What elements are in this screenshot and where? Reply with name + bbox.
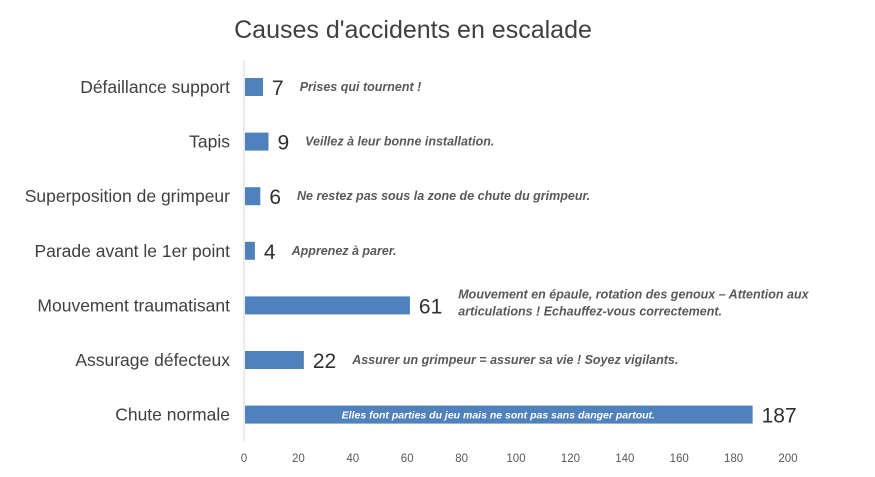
bar-annotation-line: Mouvement en épaule, rotation des genoux… [458,287,809,301]
x-tick-label: 20 [292,453,305,465]
x-tick-label: 60 [401,453,414,465]
category-label: Chute normale [115,405,230,425]
x-tick-label: 160 [670,453,689,465]
data-label: 7 [272,77,284,100]
bar-annotation: Prises qui tournent ! [300,80,422,94]
bar [245,296,410,315]
x-tick-label: 200 [778,453,797,465]
data-label: 22 [313,350,336,373]
chart-title: Causes d'accidents en escalade [234,16,592,44]
category-label: Mouvement traumatisant [37,295,230,315]
bar-annotation: Assurer un grimpeur = assurer sa vie ! S… [351,353,678,367]
data-label: 4 [264,241,276,264]
data-label: 6 [269,186,281,209]
bar [245,351,304,369]
bar-annotation: Apprenez à parer. [291,244,397,258]
x-tick-label: 80 [455,453,468,465]
bars-group: Défaillance support 7 Prises qui tournent … [25,77,810,428]
x-tick-label: 40 [346,453,359,465]
bar-annotation-line: articulations ! Echauffez-vous correctem… [458,304,722,318]
x-tick-label: 0 [241,453,247,465]
bar-annotation: Ne restez pas sous la zone de chute du g… [297,189,590,203]
bar [245,78,264,96]
data-label: 187 [762,405,797,428]
x-axis-ticks: 0 20 40 60 80 100 120 140 160 180 200 [241,453,798,465]
bar-annotation: Elles font parties du jeu mais ne sont p… [342,410,655,422]
bar [245,132,269,151]
x-tick-label: 180 [724,453,743,465]
bar [245,405,753,424]
category-label: Défaillance support [80,77,230,97]
data-label: 9 [277,132,289,155]
bar [245,241,255,260]
bar-annotation: Veillez à leur bonne installation. [305,135,494,149]
category-label: Assurage défecteux [75,350,230,370]
category-label: Tapis [189,132,230,152]
bar-annotation: Mouvement en épaule, rotation des genoux… [458,287,809,318]
data-label: 61 [419,295,442,318]
x-tick-label: 140 [615,453,634,465]
x-tick-label: 120 [561,453,580,465]
category-label: Superposition de grimpeur [25,186,230,206]
category-label: Parade avant le 1er point [34,241,230,261]
bar [245,187,261,206]
x-tick-label: 100 [506,453,525,465]
